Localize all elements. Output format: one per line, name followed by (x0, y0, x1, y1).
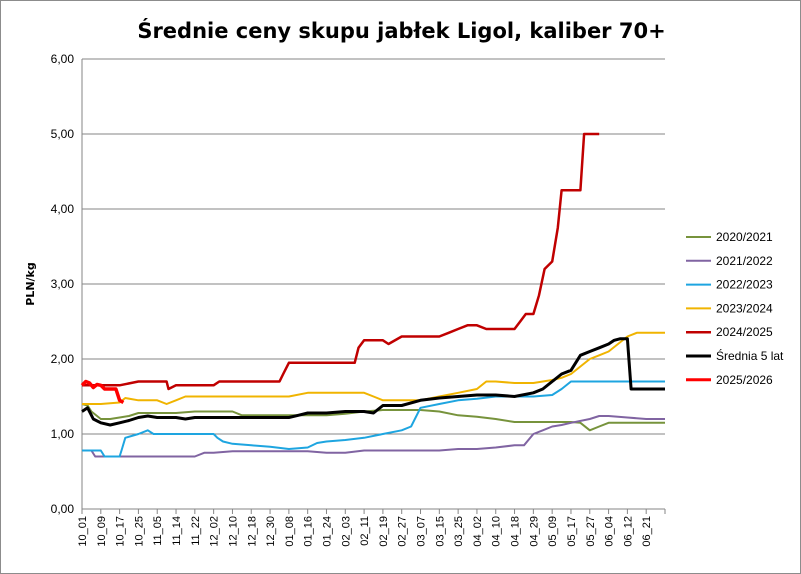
series-line (82, 331, 665, 405)
x-tick-label: 05_09 (547, 516, 559, 547)
series-line (81, 337, 665, 427)
legend-label: 2024/2025 (716, 325, 773, 339)
y-tick-label: 0,00 (51, 502, 75, 516)
x-tick-label: 05_27 (585, 516, 597, 547)
y-tick-label: 4,00 (51, 202, 75, 216)
x-tick-label: 02_03 (340, 516, 352, 547)
x-tick-label: 03_07 (416, 516, 428, 547)
series-line (82, 415, 665, 458)
x-tick-label: 10_01 (77, 516, 89, 547)
x-tick-label: 06_04 (604, 516, 616, 547)
x-tick-label: 06_12 (622, 516, 634, 547)
x-tick-label: 10_09 (96, 516, 108, 547)
x-tick-label: 11_05 (152, 516, 164, 546)
y-tick-label: 5,00 (51, 127, 75, 141)
x-tick-label: 10_17 (115, 516, 127, 547)
chart-title: Średnie ceny skupu jabłek Ligol, kaliber… (137, 19, 666, 43)
x-tick-label: 04_29 (528, 516, 540, 547)
x-tick-label: 01_24 (321, 516, 333, 547)
x-tick-label: 12_10 (227, 516, 239, 547)
x-tick-label: 02_19 (378, 516, 390, 547)
legend-label: Średnia 5 lat (716, 348, 784, 363)
x-tick-label: 03_15 (434, 516, 446, 547)
series-line (82, 380, 665, 458)
x-tick-label: 04_10 (491, 516, 503, 547)
y-axis-label: PLN/kg (24, 262, 37, 305)
x-tick-label: 04_02 (472, 516, 484, 547)
legend-label: 2023/2024 (716, 301, 773, 315)
y-tick-label: 6,00 (51, 52, 75, 66)
y-tick-label: 3,00 (51, 277, 75, 291)
x-tick-label: 02_27 (397, 516, 409, 547)
x-tick-label: 02_11 (359, 516, 371, 546)
x-tick-label: 12_18 (246, 516, 258, 547)
x-tick-label: 12_30 (265, 516, 277, 547)
series-line (80, 379, 125, 405)
legend-label: 2020/2021 (716, 230, 773, 244)
y-tick-label: 2,00 (51, 352, 75, 366)
x-tick-label: 01_08 (284, 516, 296, 547)
x-tick-label: 10_25 (133, 516, 145, 547)
x-tick-label: 05_17 (566, 516, 578, 547)
series-line (82, 132, 600, 391)
x-tick-label: 12_02 (209, 516, 221, 547)
legend-label: 2021/2022 (716, 254, 773, 268)
x-tick-label: 11_14 (171, 516, 183, 546)
x-tick-label: 01_16 (303, 516, 315, 547)
x-tick-label: 03_25 (453, 516, 465, 547)
x-tick-label: 06_21 (641, 516, 653, 547)
legend-label: 2025/2026 (716, 373, 773, 387)
x-tick-label: 04_18 (510, 516, 522, 547)
y-tick-label: 1,00 (51, 427, 75, 441)
legend-label: 2022/2023 (716, 278, 773, 292)
x-tick-label: 11_22 (190, 516, 202, 546)
